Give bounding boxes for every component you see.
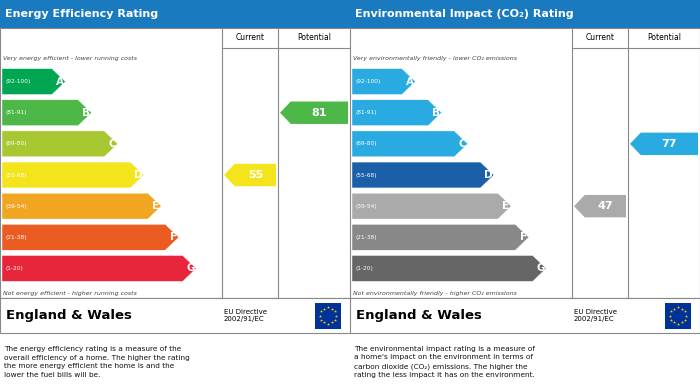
- Text: Very energy efficient - lower running costs: Very energy efficient - lower running co…: [3, 56, 137, 61]
- Polygon shape: [352, 69, 415, 95]
- Polygon shape: [2, 69, 65, 95]
- Text: (1-20): (1-20): [5, 266, 23, 271]
- Text: (1-20): (1-20): [355, 266, 373, 271]
- Text: (81-91): (81-91): [355, 110, 377, 115]
- Text: (81-91): (81-91): [5, 110, 27, 115]
- Bar: [350, 28, 700, 298]
- Text: EU Directive
2002/91/EC: EU Directive 2002/91/EC: [224, 308, 267, 323]
- Text: C: C: [458, 139, 466, 149]
- Text: B: B: [432, 108, 440, 118]
- Text: England & Wales: England & Wales: [356, 309, 482, 322]
- Text: Current: Current: [235, 34, 265, 43]
- Text: (55-68): (55-68): [5, 172, 27, 178]
- Text: 81: 81: [312, 108, 327, 118]
- Polygon shape: [2, 131, 118, 157]
- Text: Not environmentally friendly - higher CO₂ emissions: Not environmentally friendly - higher CO…: [353, 291, 517, 296]
- Text: EU Directive
2002/91/EC: EU Directive 2002/91/EC: [574, 308, 617, 323]
- Text: C: C: [108, 139, 116, 149]
- Text: A: A: [56, 77, 64, 86]
- Text: (55-68): (55-68): [355, 172, 377, 178]
- Polygon shape: [2, 255, 196, 282]
- Bar: [350, 298, 700, 333]
- Text: (69-80): (69-80): [355, 142, 377, 146]
- Polygon shape: [224, 164, 276, 186]
- Polygon shape: [352, 224, 528, 250]
- Text: E: E: [153, 201, 160, 211]
- Polygon shape: [352, 193, 511, 219]
- Text: G: G: [537, 264, 545, 273]
- Text: Not energy efficient - higher running costs: Not energy efficient - higher running co…: [3, 291, 137, 296]
- Text: Potential: Potential: [647, 34, 681, 43]
- Text: England & Wales: England & Wales: [6, 309, 132, 322]
- Text: 47: 47: [598, 201, 613, 211]
- Polygon shape: [352, 131, 468, 157]
- Text: 77: 77: [662, 139, 677, 149]
- Polygon shape: [352, 100, 442, 126]
- Bar: [350, 0, 700, 28]
- Text: (21-38): (21-38): [5, 235, 27, 240]
- Bar: [0, 0, 350, 28]
- Polygon shape: [280, 102, 348, 124]
- Bar: [315, 303, 341, 328]
- Text: G: G: [187, 264, 195, 273]
- Text: (39-54): (39-54): [5, 204, 27, 209]
- Polygon shape: [630, 133, 698, 155]
- Text: (21-38): (21-38): [355, 235, 377, 240]
- Polygon shape: [574, 195, 626, 217]
- Text: Environmental Impact (CO₂) Rating: Environmental Impact (CO₂) Rating: [355, 9, 573, 19]
- Text: A: A: [406, 77, 414, 86]
- Text: D: D: [134, 170, 143, 180]
- Bar: [0, 298, 350, 333]
- Polygon shape: [2, 224, 178, 250]
- Polygon shape: [2, 100, 92, 126]
- Polygon shape: [352, 162, 494, 188]
- Bar: [665, 303, 691, 328]
- Text: The energy efficiency rating is a measure of the
overall efficiency of a home. T: The energy efficiency rating is a measur…: [4, 346, 190, 378]
- Text: Energy Efficiency Rating: Energy Efficiency Rating: [5, 9, 158, 19]
- Text: B: B: [82, 108, 90, 118]
- Text: Very environmentally friendly - lower CO₂ emissions: Very environmentally friendly - lower CO…: [353, 56, 517, 61]
- Text: 55: 55: [248, 170, 263, 180]
- Text: Current: Current: [585, 34, 615, 43]
- Text: F: F: [520, 232, 527, 242]
- Text: F: F: [170, 232, 177, 242]
- Text: E: E: [503, 201, 510, 211]
- Text: (69-80): (69-80): [5, 142, 27, 146]
- Polygon shape: [352, 255, 546, 282]
- Text: Potential: Potential: [297, 34, 331, 43]
- Bar: [0, 28, 350, 298]
- Text: (92-100): (92-100): [5, 79, 30, 84]
- Text: (39-54): (39-54): [355, 204, 377, 209]
- Text: D: D: [484, 170, 493, 180]
- Polygon shape: [2, 162, 144, 188]
- Polygon shape: [2, 193, 161, 219]
- Text: (92-100): (92-100): [355, 79, 380, 84]
- Text: The environmental impact rating is a measure of
a home's impact on the environme: The environmental impact rating is a mea…: [354, 346, 535, 378]
